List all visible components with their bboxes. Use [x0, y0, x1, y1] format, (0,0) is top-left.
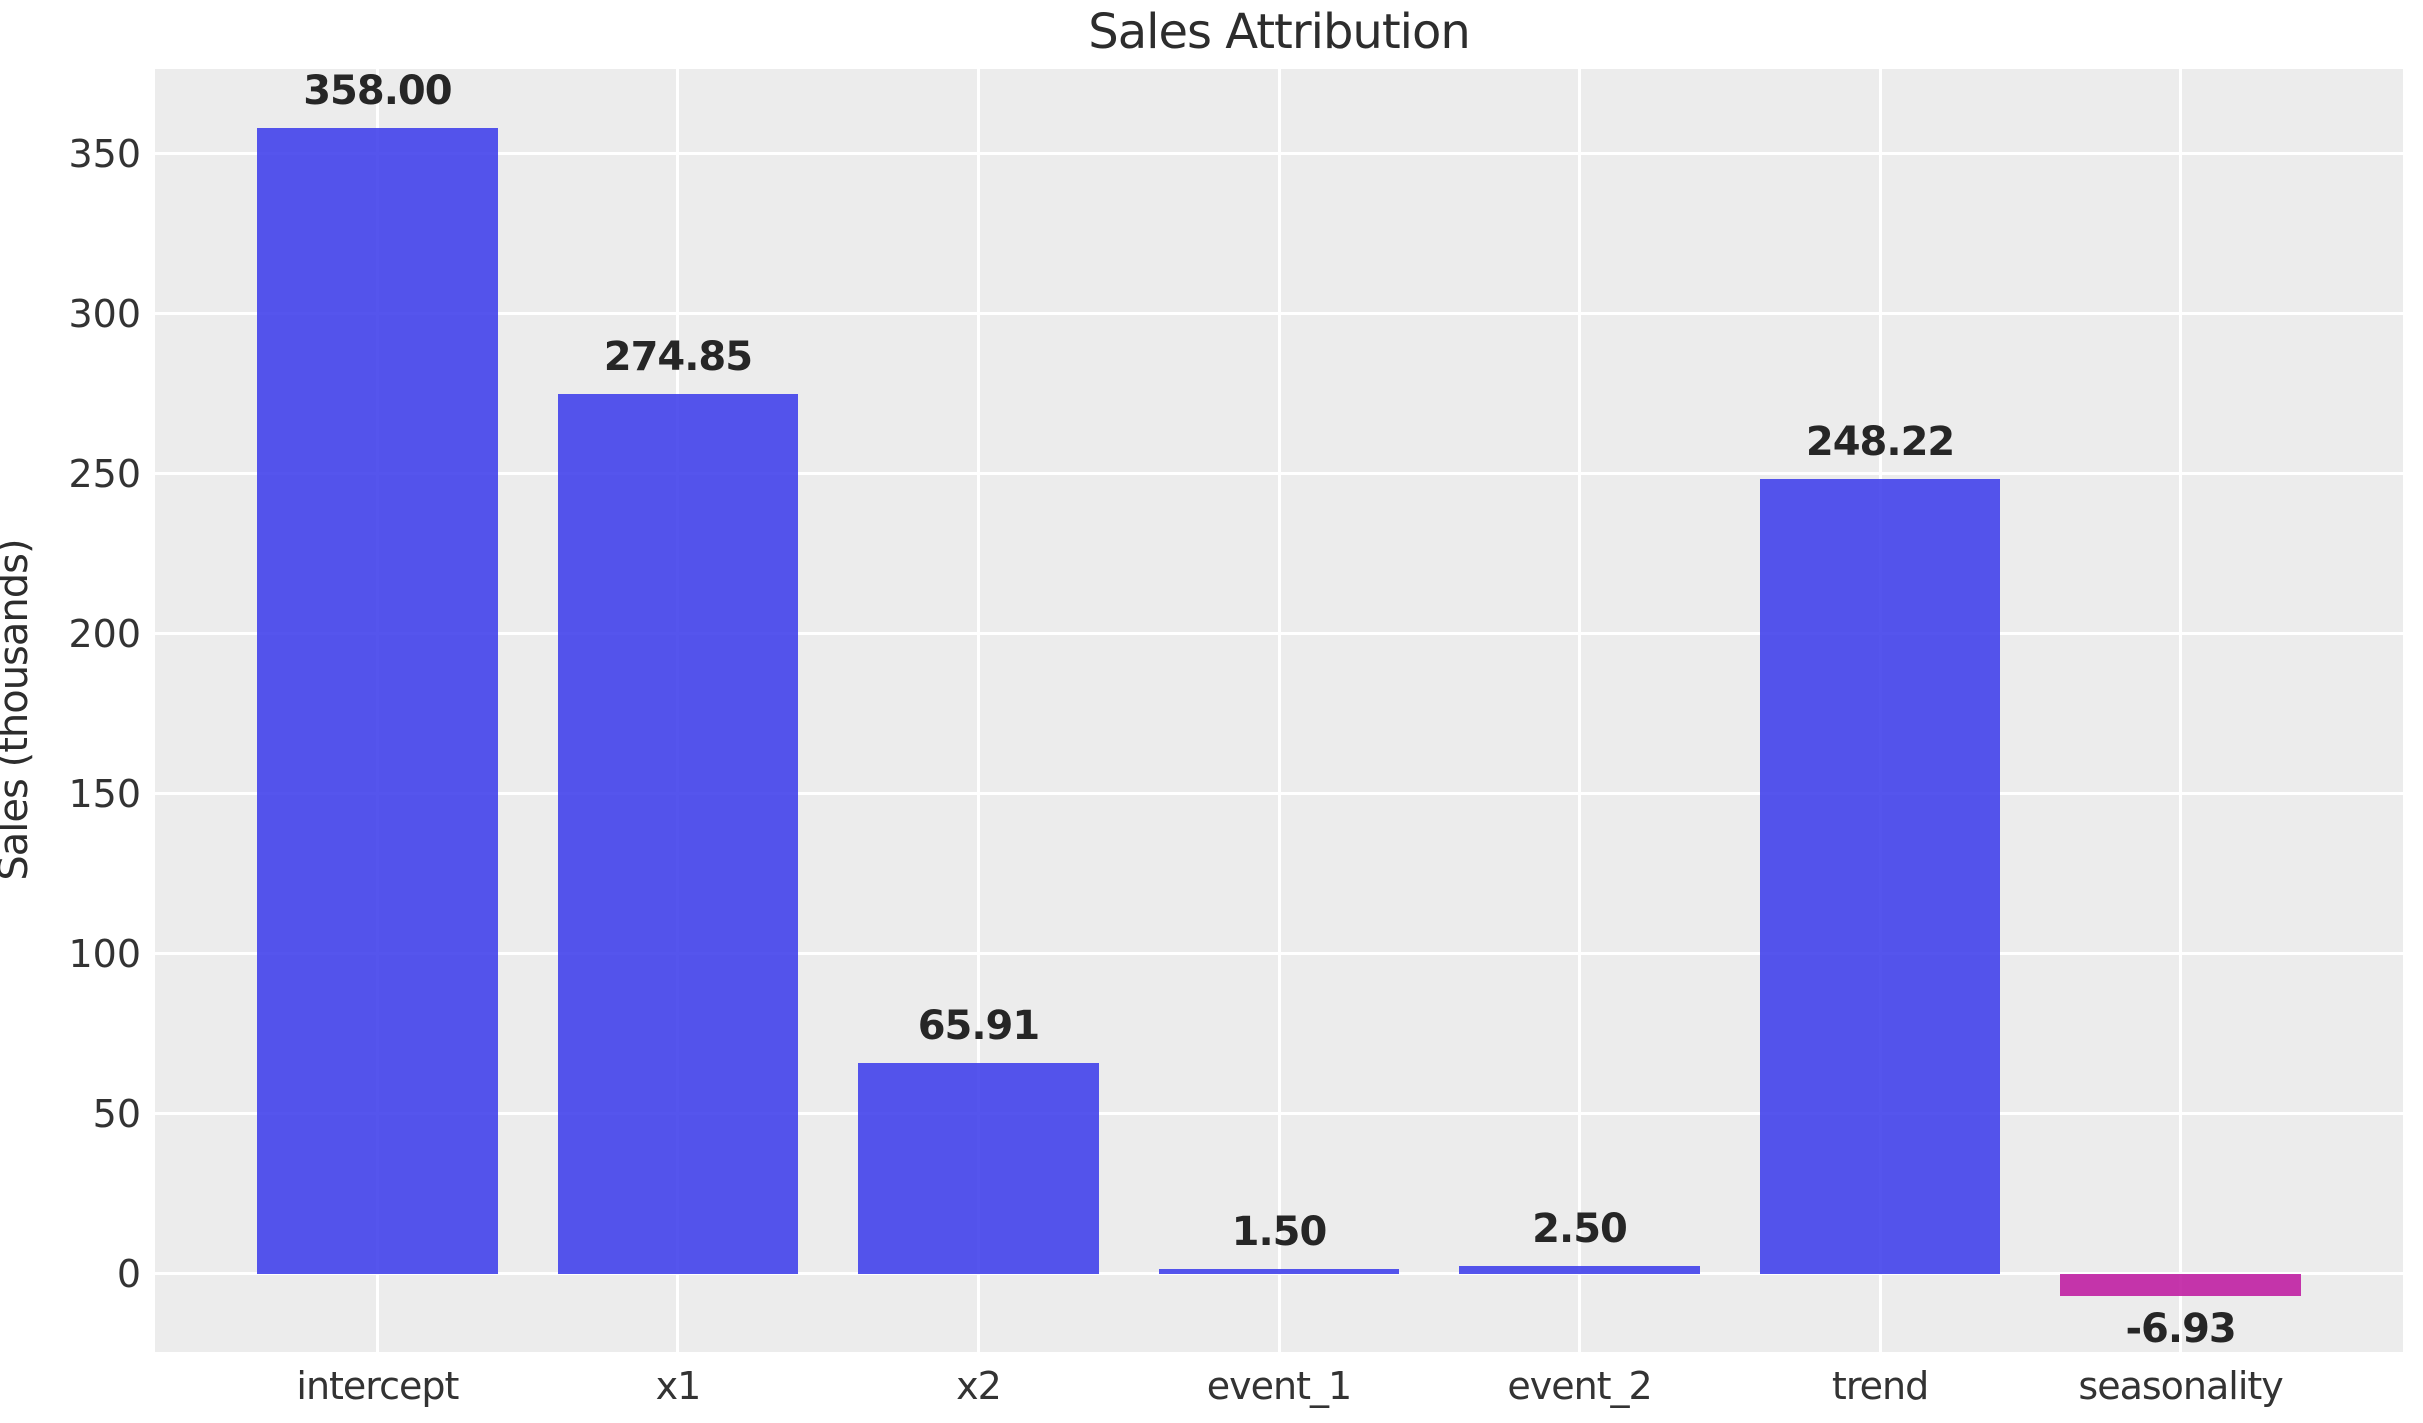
y-tick-label: 100 [68, 931, 141, 976]
x-tick-label-x2: x2 [956, 1364, 1002, 1408]
bar-value-label: -6.93 [2125, 1305, 2236, 1352]
y-axis-label: Sales (thousands) [0, 539, 37, 881]
bar-value-label: 358.00 [303, 68, 452, 115]
bar-x1 [557, 394, 799, 1274]
bar-value-label: 2.50 [1532, 1205, 1628, 1252]
x-tick-label-event_1: event_1 [1206, 1364, 1352, 1408]
y-tick-label: 200 [68, 611, 141, 656]
bar-event_1 [1158, 1268, 1400, 1274]
y-tick-label: 150 [68, 771, 141, 816]
y-tick-label: 50 [92, 1091, 141, 1136]
x-tick-label-seasonality: seasonality [2078, 1364, 2283, 1408]
bar-value-label: 1.50 [1231, 1208, 1328, 1255]
bar-value-label: 274.85 [603, 334, 753, 381]
x-tick-label-intercept: intercept [296, 1364, 459, 1408]
bar-value-label: 65.91 [917, 1002, 1041, 1049]
x-tick-label-event_2: event_2 [1507, 1364, 1652, 1408]
bar-x2 [858, 1062, 1099, 1274]
bar-intercept [257, 128, 498, 1274]
v-gridline [1277, 69, 1281, 1352]
y-tick-label: 300 [68, 291, 141, 336]
y-tick-label: 250 [68, 451, 141, 496]
x-tick-label-trend: trend [1831, 1364, 1929, 1408]
bar-trend [1759, 479, 2001, 1274]
bar-event_2 [1459, 1265, 1700, 1274]
plot-area [155, 69, 2403, 1352]
bar-seasonality [2060, 1273, 2301, 1296]
y-tick-label: 0 [116, 1251, 141, 1296]
bar-value-label: 248.22 [1805, 419, 1955, 466]
v-gridline [1578, 69, 1582, 1352]
v-gridline [976, 69, 980, 1352]
y-tick-label: 350 [68, 131, 141, 176]
x-tick-label-x1: x1 [655, 1364, 702, 1408]
v-gridline [2179, 69, 2183, 1352]
chart-title: Sales Attribution [1088, 4, 1471, 60]
